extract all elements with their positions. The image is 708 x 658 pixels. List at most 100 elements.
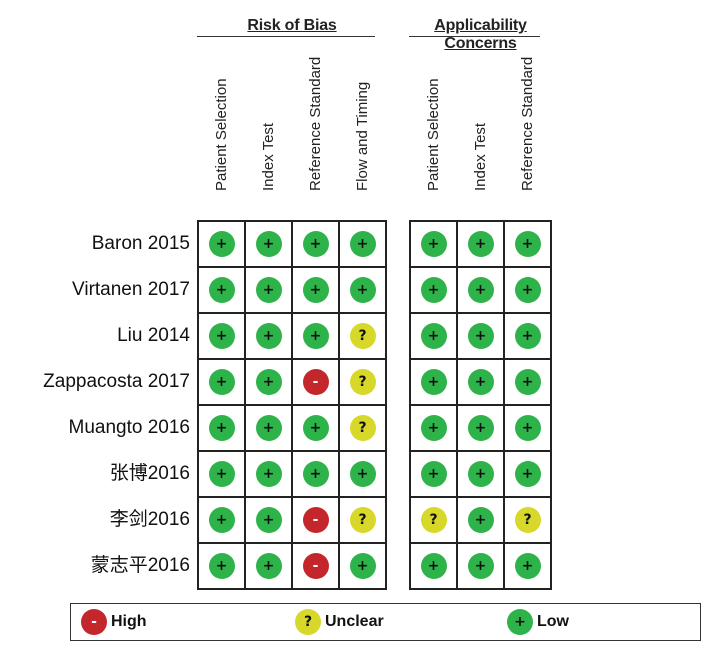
low-rating-marker: + [420,277,447,303]
low-rating-marker: + [208,415,235,441]
unclear-legend-marker: ? [295,609,321,635]
unclear-rating-marker: ? [514,507,541,533]
rating-cell: + [458,314,503,358]
low-rating-marker: + [255,461,282,487]
group-title-text: Risk of Bias [247,17,337,34]
legend-label: High [111,613,147,630]
rating-cell: - [293,360,338,404]
rating-cell: + [505,406,550,450]
low-legend-marker: + [507,609,533,635]
low-rating-marker: + [467,553,494,579]
ratings-grid: + + + + + + + + + + +? + + -? + + +? + + + + + + -? + + - + [197,220,387,590]
column-header-label: Index Test [472,122,489,191]
rating-cell: + [505,268,550,312]
low-rating-marker: + [255,277,282,303]
low-rating-marker: + [208,277,235,303]
rating-cell: + [458,498,503,542]
legend-label: Low [537,613,569,630]
rating-cell: ? [340,406,385,450]
column-header-label: Flow and Timing [354,81,371,191]
low-rating-marker: + [420,231,447,257]
rating-cell: + [246,406,291,450]
low-rating-marker: + [302,461,329,487]
low-rating-marker: + [420,323,447,349]
column-header-label: Reference Standard [519,56,536,191]
unclear-rating-marker: ? [349,323,376,349]
low-rating-marker: + [467,461,494,487]
column-header-label: Patient Selection [213,78,230,191]
rating-cell: + [340,452,385,496]
rating-cell: + [246,314,291,358]
column-header: Index Test [458,18,504,208]
rating-cell: + [411,360,456,404]
unclear-rating-marker: ? [349,415,376,441]
rating-cell: + [458,544,503,588]
rating-cell: + [246,268,291,312]
column-header: Reference Standard [505,18,551,208]
study-label: 蒙志平2016 [90,555,190,576]
rating-cell: + [411,406,456,450]
group-title: Applicability Concerns [399,17,562,52]
low-rating-marker: + [420,369,447,395]
rating-cell: + [199,406,244,450]
legend: - High? Unclear + Low [70,603,701,641]
rating-cell: + [505,360,550,404]
low-rating-marker: + [302,323,329,349]
low-rating-marker: + [349,231,376,257]
rating-cell: + [340,222,385,266]
legend-item-high: - High [81,609,147,635]
low-rating-marker: + [349,461,376,487]
rating-cell: + [340,544,385,588]
study-label: Muangto 2016 [68,417,191,438]
low-rating-marker: + [420,461,447,487]
low-rating-marker: + [467,323,494,349]
rating-cell: + [293,268,338,312]
study-label: Zappacosta 2017 [43,371,190,392]
rating-cell: + [458,406,503,450]
rating-cell: + [199,314,244,358]
low-rating-marker: + [302,415,329,441]
low-rating-marker: + [208,461,235,487]
unclear-rating-marker: ? [349,369,376,395]
low-rating-marker: + [514,277,541,303]
ratings-grid: + + + + + + + + + + + + + + + + + +? +? + + + [409,220,552,590]
low-rating-marker: + [514,231,541,257]
column-header: Reference Standard [293,18,339,208]
low-rating-marker: + [420,553,447,579]
rating-cell: + [505,544,550,588]
low-rating-marker: + [255,507,282,533]
rating-cell: + [505,314,550,358]
low-rating-marker: + [467,369,494,395]
legend-label: Unclear [325,613,384,630]
low-rating-marker: + [255,415,282,441]
rating-cell: + [199,360,244,404]
legend-item-low: + Low [507,609,569,635]
rating-cell: + [246,544,291,588]
rating-cell: + [411,452,456,496]
column-header: Patient Selection [199,18,245,208]
rating-cell: + [246,452,291,496]
rating-cell: ? [340,360,385,404]
rating-cell: + [199,268,244,312]
study-label: Baron 2015 [91,233,190,254]
low-rating-marker: + [302,231,329,257]
low-rating-marker: + [349,277,376,303]
column-header-label: Patient Selection [425,78,442,191]
rating-cell: + [458,222,503,266]
low-rating-marker: + [514,369,541,395]
low-rating-marker: + [302,277,329,303]
rating-cell: + [411,268,456,312]
rating-cell: + [199,222,244,266]
low-rating-marker: + [420,415,447,441]
low-rating-marker: + [208,507,235,533]
rating-cell: + [458,268,503,312]
rating-cell: ? [340,498,385,542]
high-rating-marker: - [302,553,329,579]
legend-item-unclear: ? Unclear [295,609,384,635]
rating-cell: + [293,222,338,266]
rating-cell: + [411,544,456,588]
high-rating-marker: - [302,369,329,395]
column-header-label: Reference Standard [307,56,324,191]
rating-cell: + [505,452,550,496]
unclear-rating-marker: ? [349,507,376,533]
